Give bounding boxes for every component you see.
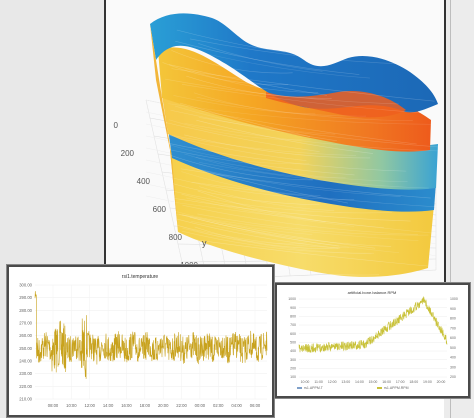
rpm-y-tick-left: 400: [290, 349, 296, 353]
temperature-y-tick: 300.00: [19, 283, 32, 288]
temperature-x-ticks: 08:00 10:00 12:00 14:00 16:00 18:00 20:00 22:00…: [48, 403, 261, 408]
rpm-legend-label: rs1.APPM.RPM: [384, 386, 409, 390]
temperature-x-tick: 18:00: [140, 403, 151, 408]
temperature-plot: rsi1.temperature 300.00 290.00 280.00 270.0…: [19, 274, 268, 408]
temperature-y-tick: 210.00: [19, 397, 32, 402]
surface-y-axis-label: y: [202, 238, 207, 248]
rpm-y-tick-right: 1000: [450, 297, 458, 301]
rpm-x-tick: 11:00: [314, 380, 323, 384]
rpm-legend-label: rs1.APPM.T: [304, 386, 324, 390]
rpm-y-tick-right: 800: [450, 317, 456, 321]
temperature-x-tick: 16:00: [121, 403, 132, 408]
rpm-y-ticks: 1000 900 800 700 600 500 400 300 200 100 1000 900 80…: [288, 297, 458, 379]
rpm-y-tick-left: 700: [290, 323, 296, 327]
temperature-y-ticks: 300.00 290.00 280.00 270.00 260.00 250.00 240.…: [19, 283, 32, 402]
temperature-chart-title: rsi1.temperature: [122, 274, 159, 280]
temperature-x-tick: 20:00: [158, 403, 169, 408]
surface-3d-chart: 020040060080010001200 y: [104, 0, 446, 302]
surface-y-tick: 800: [169, 233, 183, 242]
rpm-y-tick-left: 1000: [288, 297, 296, 301]
rpm-x-tick: 19:00: [423, 380, 432, 384]
rpm-y-tick-right: 700: [450, 326, 456, 330]
rpm-x-ticks: 10:00 11:00 12:00 13:00 14:00 15:00 16:00 17:00…: [301, 380, 446, 384]
rpm-y-tick-left: 500: [290, 341, 296, 345]
surface-y-tick: 200: [121, 149, 135, 158]
rpm-x-tick: 10:00: [301, 380, 310, 384]
temperature-x-tick: 06:00: [250, 403, 261, 408]
temperature-x-tick: 22:00: [176, 403, 187, 408]
rpm-y-tick-left: 300: [290, 358, 296, 362]
rpm-x-tick: 17:00: [396, 380, 405, 384]
rpm-chart-title: artificial.bone.balance.RPM: [348, 290, 397, 295]
rpm-grid: [299, 298, 447, 378]
temperature-y-tick: 220.00: [19, 384, 32, 389]
temperature-x-tick: 00:00: [195, 403, 206, 408]
rpm-x-tick: 20:00: [437, 380, 446, 384]
rpm-y-tick-right: 500: [450, 346, 456, 350]
temperature-y-tick: 270.00: [19, 321, 32, 326]
temperature-x-tick: 12:00: [84, 403, 95, 408]
rpm-x-tick: 16:00: [382, 380, 391, 384]
rpm-legend-swatch: [377, 387, 382, 389]
temperature-y-tick: 240.00: [19, 359, 32, 364]
temperature-chart: rsi1.temperature 300.00 290.00 280.00 270.0…: [7, 265, 274, 417]
temperature-y-tick: 260.00: [19, 333, 32, 338]
surface-3d-plot: 020040060080010001200 y: [114, 13, 444, 298]
rpm-plot: artificial.bone.balance.RPM 1000 900 800 70…: [288, 290, 458, 390]
rpm-y-tick-left: 200: [290, 367, 296, 371]
temperature-y-tick: 250.00: [19, 346, 32, 351]
rpm-x-tick: 12:00: [328, 380, 337, 384]
rpm-y-tick-left: 900: [290, 306, 296, 310]
rpm-y-tick-right: 400: [450, 356, 456, 360]
temperature-y-tick: 230.00: [19, 371, 32, 376]
surface-y-tick: 0: [114, 121, 119, 130]
temperature-x-tick: 02:00: [213, 403, 224, 408]
temperature-y-tick: 280.00: [19, 308, 32, 313]
temperature-y-tick: 290.00: [19, 295, 32, 300]
rpm-x-tick: 13:00: [341, 380, 350, 384]
rpm-y-tick-right: 900: [450, 307, 456, 311]
surface-body: [150, 13, 444, 282]
rpm-legend-swatch: [297, 387, 302, 389]
rpm-y-tick-left: 100: [290, 375, 296, 379]
rpm-y-tick-right: 300: [450, 365, 456, 369]
rpm-series-line: [298, 296, 448, 353]
surface-y-tick: 400: [137, 177, 151, 186]
rpm-legend: rs1.APPM.T rs1.APPM.RPM: [297, 386, 409, 390]
rpm-y-tick-right: 200: [450, 375, 456, 379]
temperature-x-tick: 04:00: [231, 403, 242, 408]
temperature-x-tick: 14:00: [103, 403, 114, 408]
temperature-x-tick: 10:00: [66, 403, 77, 408]
surface-y-tick: 600: [153, 205, 167, 214]
rpm-chart: artificial.bone.balance.RPM 1000 900 800 70…: [275, 283, 470, 398]
right-divider: [450, 0, 451, 418]
rpm-y-tick-left: 600: [290, 332, 296, 336]
rpm-x-tick: 18:00: [409, 380, 418, 384]
temperature-x-tick: 08:00: [48, 403, 59, 408]
rpm-y-tick-left: 800: [290, 315, 296, 319]
temperature-series-line: [34, 291, 268, 379]
rpm-y-tick-right: 600: [450, 336, 456, 340]
rpm-x-tick: 15:00: [369, 380, 378, 384]
rpm-x-tick: 14:00: [355, 380, 364, 384]
